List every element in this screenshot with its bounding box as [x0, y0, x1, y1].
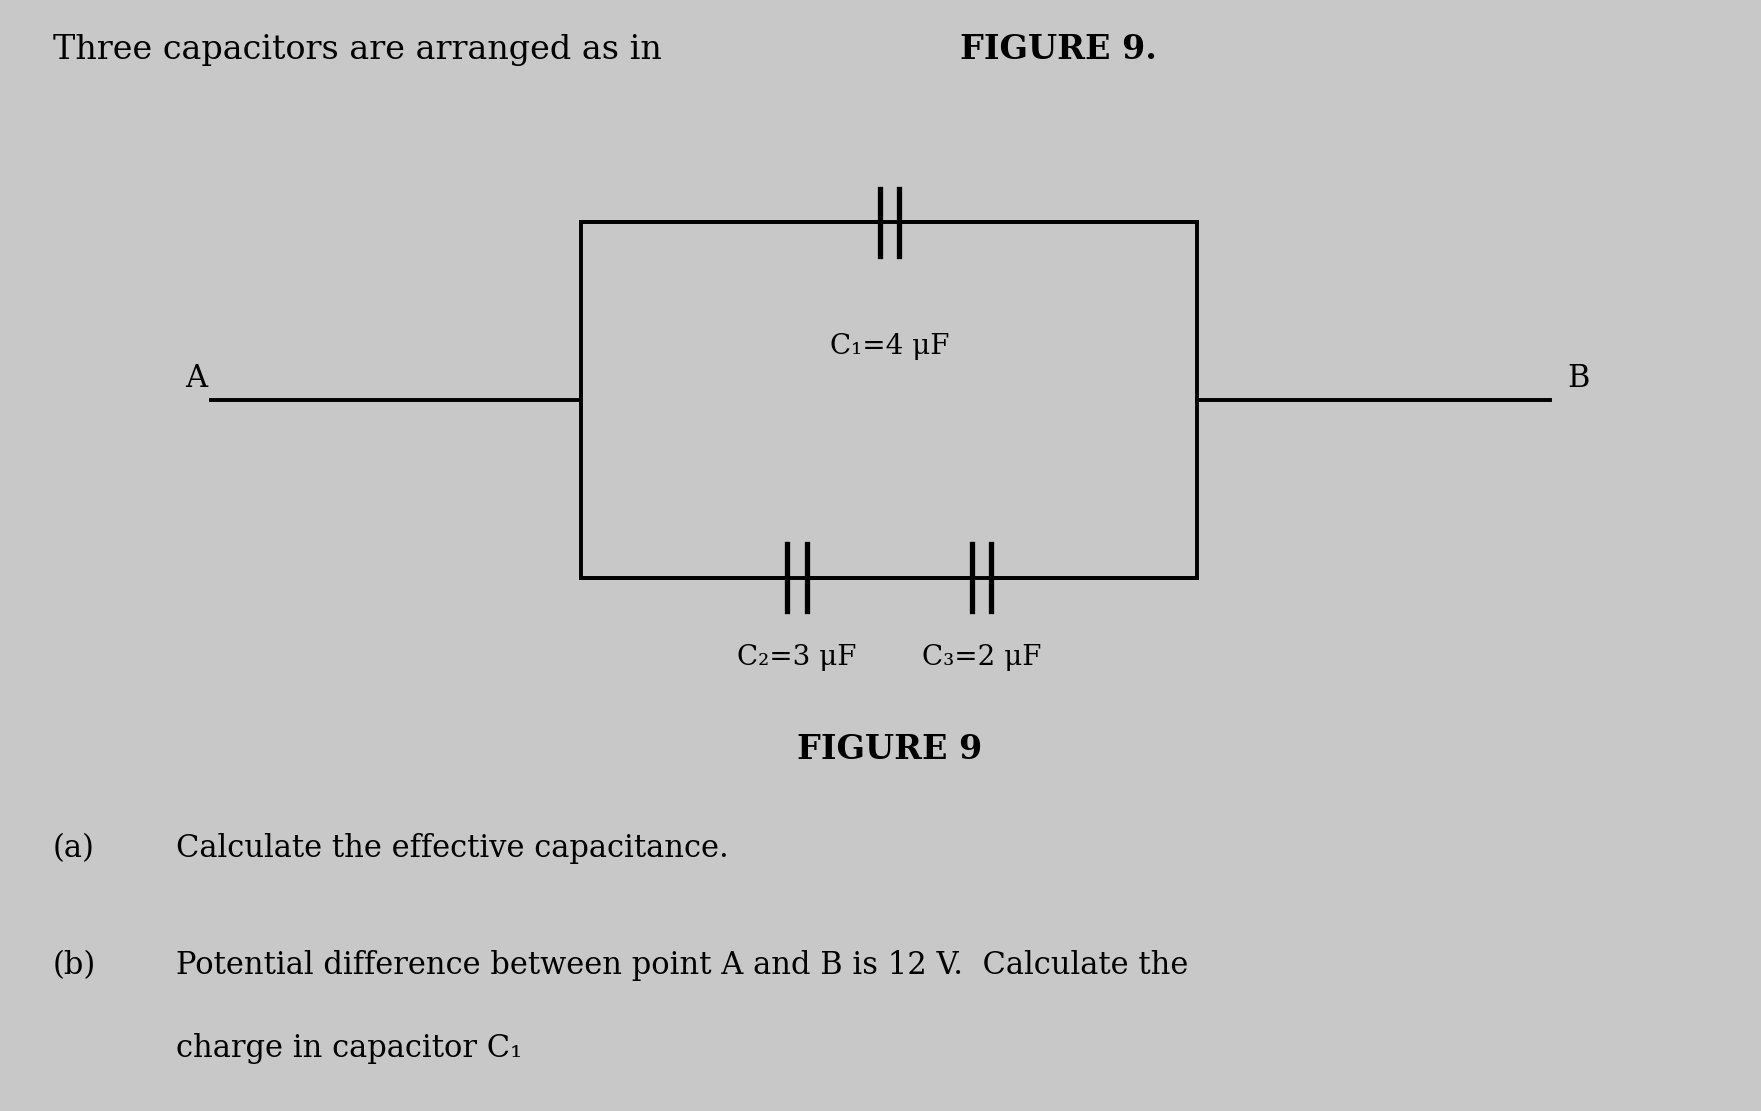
Text: B: B: [1567, 363, 1590, 394]
Text: C₂=3 μF: C₂=3 μF: [738, 644, 856, 671]
Bar: [581, 222, 1197, 578]
Text: FIGURE 9.: FIGURE 9.: [960, 33, 1157, 67]
Text: (b): (b): [53, 950, 97, 981]
Text: FIGURE 9: FIGURE 9: [796, 733, 983, 767]
Text: Calculate the effective capacitance.: Calculate the effective capacitance.: [176, 833, 729, 864]
Text: C₁=4 μF: C₁=4 μF: [829, 333, 949, 360]
Text: Three capacitors are arranged as in: Three capacitors are arranged as in: [53, 34, 673, 66]
Text: charge in capacitor C₁: charge in capacitor C₁: [176, 1033, 523, 1064]
Text: A: A: [185, 363, 208, 394]
Text: (a): (a): [53, 833, 95, 864]
Text: C₃=2 μF: C₃=2 μF: [923, 644, 1041, 671]
Text: Potential difference between point A and B is 12 V.  Calculate the: Potential difference between point A and…: [176, 950, 1189, 981]
